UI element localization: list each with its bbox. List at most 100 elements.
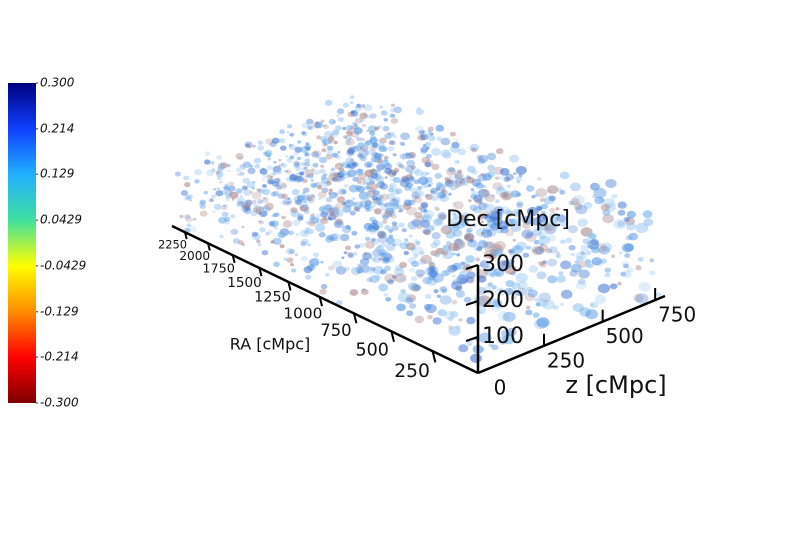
density-blob [405,185,409,189]
x-tick [318,296,323,307]
density-blob [470,193,478,200]
density-blob [301,131,308,137]
density-blob [477,202,488,211]
density-blob [371,238,381,245]
y-tick [465,336,479,342]
density-blob [259,168,268,175]
density-blob [211,168,216,173]
density-blob [252,180,256,184]
density-blob [330,167,336,172]
density-blob [280,145,287,151]
density-blob [270,240,275,244]
density-blob [441,288,448,294]
density-blob [247,167,256,175]
density-blob [279,244,285,249]
density-blob [395,188,403,195]
density-blob [420,133,429,141]
density-blob [442,151,452,159]
density-blob [261,178,266,182]
density-blob [458,270,468,279]
density-blob [538,235,550,245]
density-blob [341,189,347,194]
density-blob [335,154,342,160]
density-blob [344,206,351,212]
density-blob [290,263,294,267]
density-blob [570,197,580,206]
density-blob [255,209,262,215]
density-blob [308,265,314,269]
density-blob [322,173,328,177]
density-blob [418,130,425,135]
density-blob [609,283,618,290]
density-blob [590,303,594,307]
density-blob [204,151,211,156]
density-blob [272,165,282,173]
density-blob [392,243,397,247]
density-blob [305,169,315,177]
density-blob [275,184,282,190]
density-blob [536,271,547,280]
density-blob [392,196,401,204]
density-blob [431,147,441,156]
density-blob [382,219,388,224]
density-blob [436,294,441,298]
density-blob [439,286,448,293]
density-blob [471,223,478,228]
density-blob [360,156,367,162]
density-blob [256,239,261,244]
y-tick [465,264,479,270]
density-blob [399,242,409,250]
density-blob [417,273,424,279]
density-blob [209,198,214,203]
density-blob [328,217,332,221]
density-blob [638,282,651,292]
density-blob [570,252,575,257]
density-blob [265,138,274,145]
density-blob [488,343,494,348]
density-blob [286,257,294,263]
density-blob [431,195,439,202]
density-blob [528,210,533,214]
density-blob [349,289,359,296]
density-blob [328,191,338,199]
density-blob [350,101,354,104]
density-blob [587,232,596,240]
density-blob [373,152,381,158]
density-blob [296,175,305,182]
density-blob [622,270,632,278]
density-blob [241,185,248,191]
density-blob [332,176,339,183]
density-blob [483,215,488,219]
density-blob [336,108,345,115]
density-blob [413,239,420,244]
density-blob [354,117,363,124]
density-blob [516,241,527,251]
density-blob [560,220,568,227]
density-blob [405,297,414,304]
y-tick-label: 300 [482,252,524,277]
density-blob [476,227,487,237]
density-blob [415,269,425,277]
density-blob [341,201,347,206]
density-blob [352,122,357,126]
density-blob [362,182,369,187]
density-blob [377,231,386,239]
density-blob [320,217,329,225]
density-blob [289,174,298,181]
density-blob [347,252,354,257]
density-blob [359,242,365,248]
density-blob [327,265,335,271]
density-blob [391,224,399,231]
density-blob [243,207,252,215]
density-blob [294,253,299,257]
density-blob [482,241,496,251]
density-blob [229,191,239,199]
density-blob [273,211,281,217]
density-blob [286,131,290,134]
density-blob [199,199,207,205]
density-blob [480,220,485,224]
density-blob [273,181,280,186]
volume [174,95,662,363]
density-blob [369,228,377,235]
density-blob [403,240,411,247]
